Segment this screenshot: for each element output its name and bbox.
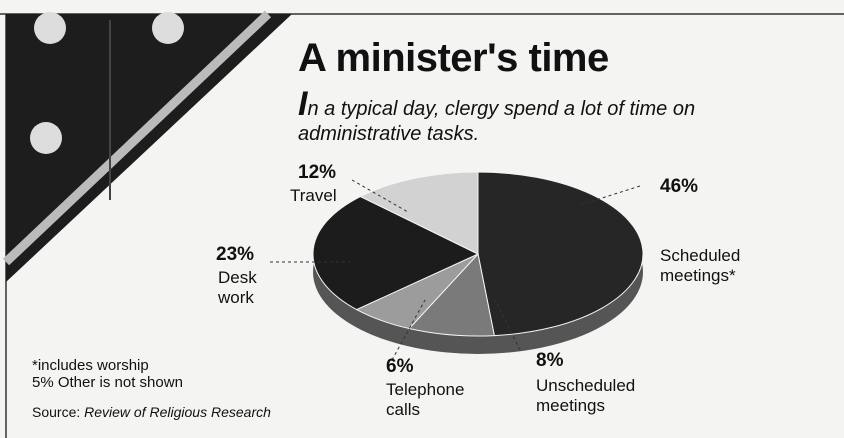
pie-slice: [359, 171, 479, 255]
category-label: Unscheduled meetings: [536, 376, 636, 415]
chart-subtitle: In a typical day, clergy spend a lot of …: [298, 85, 696, 145]
category-label: Desk work: [218, 268, 257, 307]
category-label: Travel: [290, 186, 337, 205]
note: 5% Other is not shown: [32, 374, 183, 391]
category-label: Scheduled meetings*: [660, 246, 741, 285]
chart-title: A minister's time: [298, 36, 609, 80]
pie-slice: [408, 252, 495, 337]
corner-dot: [152, 12, 184, 44]
corner-decoration: [6, 14, 292, 282]
category-label: Telephone calls: [386, 380, 465, 419]
source-name: Review of Religious Research: [84, 404, 271, 420]
value-label: 23%: [216, 244, 255, 265]
value-label: 6%: [386, 356, 414, 377]
value-label: 8%: [536, 350, 564, 371]
leader-line: [351, 179, 409, 213]
source: Source: Review of Religious Research: [32, 404, 271, 421]
source-label: Source:: [32, 404, 81, 420]
value-label: 46%: [660, 176, 699, 197]
value-label: 12%: [298, 162, 337, 183]
leader-line: [579, 185, 641, 206]
pie-slice: [477, 171, 644, 337]
note: *includes worship: [32, 357, 149, 374]
corner-stripe: [2, 10, 272, 266]
pie-slice: [312, 195, 480, 311]
corner-dot: [34, 12, 66, 44]
corner-dot: [30, 122, 62, 154]
